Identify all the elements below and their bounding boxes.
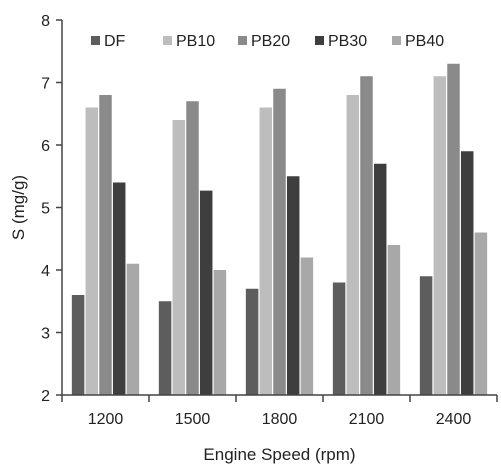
- legend-swatch-pb20: [238, 36, 247, 45]
- bar-pb10-1200: [85, 107, 99, 395]
- x-tick-label: 1800: [262, 411, 298, 428]
- bar-pb20-2400: [447, 63, 460, 395]
- x-tick-label: 1200: [88, 411, 124, 428]
- y-axis-ticks: 2 3 4 5 6 7 8: [41, 13, 62, 405]
- y-tick-label: 7: [41, 76, 50, 93]
- bar-df-1500: [158, 301, 172, 395]
- legend-label-pb20: PB20: [251, 33, 290, 50]
- y-axis-title: S (mg/g): [9, 175, 28, 240]
- bar-pb40-1200: [126, 263, 140, 395]
- x-axis-ticks: 1200 1500 1800 2100 2400: [61, 395, 498, 428]
- bar-pb30-2100: [373, 163, 387, 395]
- bar-pb30-1800: [286, 176, 300, 395]
- y-tick-label: 3: [41, 326, 50, 343]
- bar-pb30-1200: [112, 182, 126, 395]
- bar-pb20-1800: [273, 88, 286, 395]
- bar-df-2100: [332, 282, 346, 395]
- y-tick-label: 5: [41, 201, 50, 218]
- bar-pb40-2400: [474, 232, 488, 395]
- bars-group: [71, 63, 488, 395]
- legend: DF PB10 PB20 PB30 PB40: [91, 33, 444, 50]
- y-tick-label: 8: [41, 13, 50, 30]
- bar-pb10-2100: [346, 95, 360, 395]
- bar-pb20-1200: [99, 95, 112, 395]
- y-tick-label: 4: [41, 263, 50, 280]
- y-tick-label: 6: [41, 138, 50, 155]
- bar-pb10-2400: [433, 76, 447, 395]
- legend-swatch-pb10: [163, 36, 172, 45]
- legend-swatch-pb30: [315, 36, 324, 45]
- x-tick-label: 2400: [436, 411, 472, 428]
- legend-swatch-df: [91, 36, 100, 45]
- y-tick-label: 2: [41, 388, 50, 405]
- legend-label-pb30: PB30: [328, 33, 367, 50]
- bar-pb30-2400: [460, 151, 474, 395]
- bar-df-1200: [71, 295, 85, 395]
- bar-pb20-2100: [360, 76, 373, 395]
- legend-swatch-pb40: [392, 36, 401, 45]
- bar-pb10-1500: [172, 120, 186, 395]
- bar-pb30-1500: [199, 190, 213, 395]
- legend-label-df: DF: [104, 33, 126, 50]
- bar-pb20-1500: [186, 101, 199, 395]
- bar-pb40-1800: [300, 257, 314, 395]
- bar-df-1800: [245, 288, 259, 395]
- x-axis-title: Engine Speed (rpm): [203, 445, 355, 464]
- bar-pb40-2100: [387, 245, 401, 395]
- bar-df-2400: [419, 276, 433, 395]
- legend-label-pb10: PB10: [176, 33, 215, 50]
- legend-label-pb40: PB40: [405, 33, 444, 50]
- x-tick-label: 1500: [175, 411, 211, 428]
- bar-pb10-1800: [259, 107, 273, 395]
- bar-pb40-1500: [213, 270, 227, 395]
- x-tick-label: 2100: [349, 411, 385, 428]
